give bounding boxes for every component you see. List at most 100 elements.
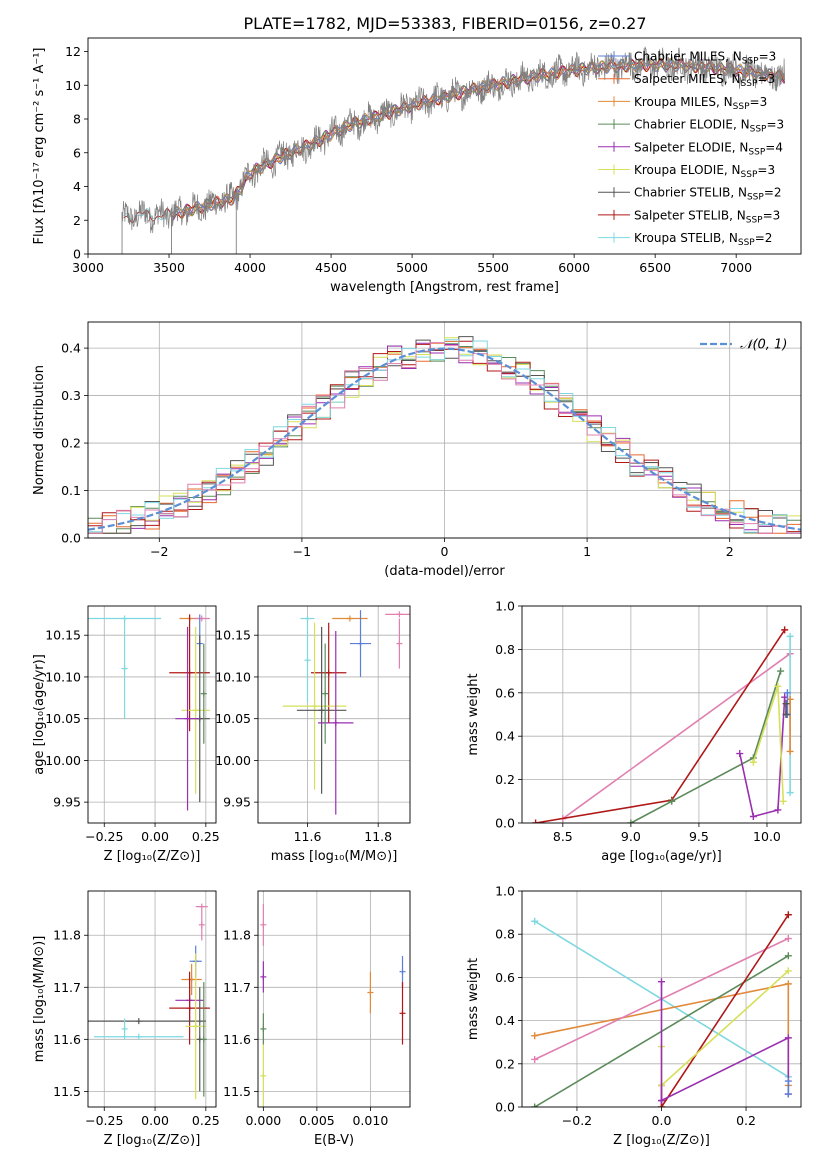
tick-label-y: 0.0 [495,1100,515,1115]
weight-line-salpeter_elodie [739,697,786,818]
tick-label-y: 8 [73,112,81,127]
tick-label-y: 12 [65,44,81,59]
tick-label-y: 11.7 [223,980,251,995]
x-axis-label: Z [log₁₀(Z/Z⊙)] [104,1133,201,1148]
tick-label-x: 0.0 [652,1113,672,1128]
tick-label-y: 0.6 [495,685,515,700]
axes-frame [257,890,411,1108]
tick-label-y: 0.2 [61,436,81,451]
tick-label-y: 10.00 [45,753,81,768]
legend-label: Chabrier ELODIE, NSSP=3 [634,118,784,135]
x-axis-label: Z [log₁₀(Z/Z⊙)] [613,1133,710,1148]
tick-label-y: 11.5 [223,1084,251,1099]
weight-line-salpeter_stelib [535,629,786,823]
tick-label-x: 0.25 [192,829,220,844]
weight-marker-salpeter_elodie [774,806,782,814]
axes-frame [87,890,217,1108]
plot-area-residuals [88,336,801,534]
tick-label-x: 6500 [639,260,671,275]
tick-label-x: −0.2 [562,1113,592,1128]
histogram-chabrier_stelib [88,336,801,534]
tick-label-y: 11.5 [53,1084,81,1099]
tick-label-y: 9.95 [223,795,251,810]
tick-label-y: 0.0 [495,816,515,831]
tick-label-y: 2 [73,213,81,228]
tick-label-y: 10.05 [45,711,81,726]
weight-marker-salpeter_elodie [658,978,665,986]
axes-residuals: −2 −1 0 1 2 0.0 0.1 0.2 0.3 0.4 (data-model)/error… [32,321,802,579]
weight-marker-salpeter_stelib [532,819,540,823]
tick-label-y: 0.3 [61,388,81,403]
tick-label-x: 1 [583,544,591,559]
tick-label-x: −0.25 [85,829,123,844]
tick-label-x: 9.0 [621,829,641,844]
plot-area-mass_vs_ebv [260,904,406,1107]
weight-marker-kroupa_miles [786,747,794,755]
tick-label-x: 2 [726,544,734,559]
weight-marker-kroupa_elodie [749,758,757,766]
axes-frame [87,37,802,255]
weight-line-pink [562,653,791,820]
y-axis-label: mass [log₁₀(M/M⊙)] [32,936,47,1063]
weight-marker-salpeter_stelib [781,626,789,634]
weight-marker-pink [784,935,792,943]
y-axis-label: mass weight [466,673,481,755]
weight-marker-salpeter_stelib [784,911,792,919]
plot-area-age_vs_Z [88,614,210,811]
axes-mass_vs_ebv: 0.000 0.005 0.010 11.5 11.6 11.7 11.8 E(B-V) [223,890,411,1148]
plot-area-spectrum [121,46,786,254]
weight-marker-kroupa_elodie [784,967,792,975]
axes-age_vs_Z: −0.25 0.00 0.25 9.95 10.00 10.05 10.10 10.15 Z [… [32,605,220,864]
weight-marker-kroupa_stelib [786,632,794,640]
tick-label-y: 1.0 [495,599,515,614]
tick-label-x: −0.25 [85,1113,123,1128]
tick-label-y: 10.05 [215,711,251,726]
tick-label-y: 10 [65,78,81,93]
weight-marker-chabrier_elodie [531,1103,539,1107]
x-axis-label: mass [log₁₀(M/M⊙)] [271,849,398,864]
tick-label-y: 0.1 [61,483,81,498]
tick-label-x: 3500 [153,260,185,275]
legend-label: Chabrier MILES, NSSP=3 [634,50,776,67]
tick-label-y: 9.95 [53,795,81,810]
weight-marker-kroupa_miles [784,980,792,988]
weight-marker-chabrier_elodie [784,952,792,960]
tick-label-x: 0.25 [192,1113,220,1128]
y-axis-label: mass weight [466,958,481,1040]
plot-area-weight_vs_Z [531,911,792,1107]
axes-frame [87,321,802,539]
axes-weight_vs_age: 8.5 9.0 9.5 10.0 0.0 0.2 0.4 0.6 0.8 1.0 age [log₁… [466,599,802,864]
weight-marker-kroupa_stelib [786,789,794,797]
x-axis-label: (data-model)/error [384,564,505,579]
tick-label-y: 0.0 [61,531,81,546]
tick-label-y: 10.00 [215,753,251,768]
tick-label-y: 10.10 [215,669,251,684]
data-spectrum [121,46,785,234]
y-axis-label: Normed distribution [32,365,47,495]
tick-label-y: 11.8 [223,928,251,943]
legend-label: Kroupa STELIB, NSSP=2 [634,231,772,248]
axes-frame [87,605,217,824]
tick-label-x: 0.005 [299,1113,335,1128]
plot-area-weight_vs_age [532,626,794,823]
weight-marker-chabrier_elodie [777,667,785,675]
axes-spectrum: 3000 3500 4000 4500 5000 5500 6000 6500 7000 0 2 4 6… [32,37,802,295]
legend-label: Salpeter STELIB, NSSP=3 [634,208,780,225]
legend-spectrum: Chabrier MILES, NSSP=3 Salpeter MILES, NS… [598,50,784,248]
tick-label-y: 6 [73,145,81,160]
tick-label-y: 0.4 [495,1013,515,1028]
x-axis-label: Z [log₁₀(Z/Z⊙)] [104,849,201,864]
tick-label-y: 0.8 [495,642,515,657]
tick-label-x: 0.00 [141,829,169,844]
tick-label-y: 4 [73,179,81,194]
tick-label-y: 0.2 [495,772,515,787]
legend-residuals: 𝒩(0, 1) [700,338,787,353]
tick-label-y: 10.15 [45,628,81,643]
weight-marker-kroupa_stelib [531,917,539,925]
axes-weight_vs_Z: −0.2 0.0 0.2 0.0 0.2 0.4 0.6 0.8 1.0 Z [log₁₀(Z/Z… [466,884,802,1148]
x-axis-label: age [log₁₀(age/yr)] [601,849,722,864]
gaussian-curve [88,347,801,531]
tick-label-y: 10.10 [45,669,81,684]
tick-label-x: −1 [293,544,311,559]
weight-line-chabrier_elodie [630,670,782,823]
